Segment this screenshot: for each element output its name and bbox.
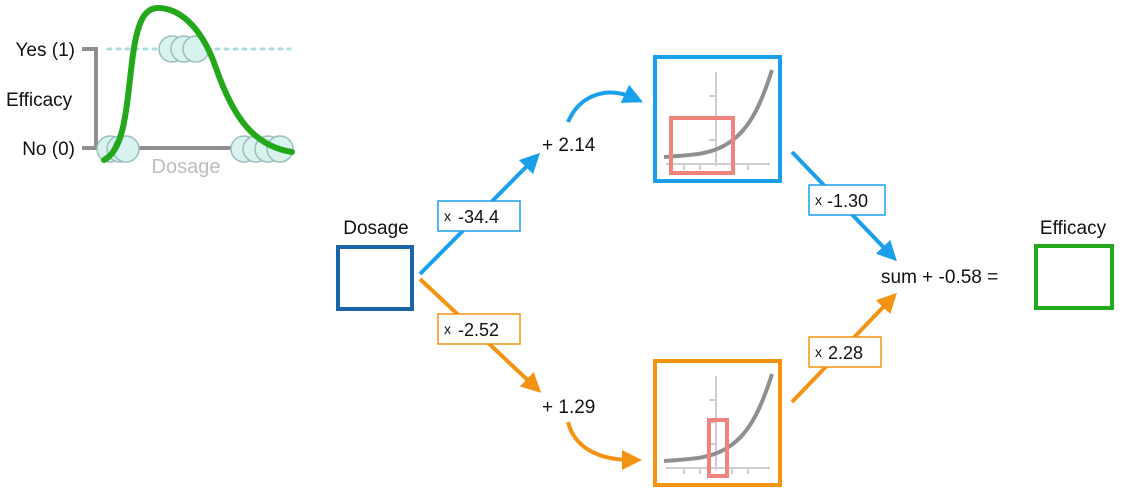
bottom-activation-node	[653, 359, 782, 487]
inset-x-axis-label: Dosage	[152, 156, 221, 178]
inset-y-top-label: Yes (1)	[16, 40, 76, 61]
times-sign: x	[444, 208, 451, 224]
top-weight-value: -34.4	[458, 207, 499, 227]
bottom-out-weight-badge: x 2.28	[808, 336, 882, 368]
top-path: x -34.4 + 2.14 x	[418, 55, 897, 276]
top-out-weight-badge: x -1.30	[808, 184, 886, 216]
inset-fitted-curve	[101, 4, 295, 163]
input-node: Dosage	[336, 218, 414, 311]
inset-no-dots-left	[96, 135, 140, 163]
sum-label: sum + -0.58 =	[881, 267, 998, 288]
top-weight-badge: x -34.4	[437, 200, 521, 232]
bottom-bias-label: + 1.29	[542, 397, 595, 418]
bottom-weight-badge: x -2.52	[437, 313, 521, 345]
times-sign: x	[444, 321, 451, 337]
input-box	[336, 245, 414, 311]
inset-y-axis-label: Efficacy	[6, 90, 73, 111]
input-label: Dosage	[343, 218, 409, 239]
output-section: sum + -0.58 = Efficacy	[881, 218, 1114, 310]
top-activation-range-box	[669, 116, 735, 175]
bottom-activation-range-box	[707, 418, 729, 478]
bottom-path: x -2.52 + 1.29 x	[418, 277, 897, 487]
output-label: Efficacy	[1040, 218, 1107, 239]
output-box	[1034, 244, 1114, 310]
bottom-out-weight-value: 2.28	[828, 343, 863, 363]
inset-plot: Yes (1) Efficacy No (0) Dosage	[6, 4, 295, 178]
top-activation-node	[653, 55, 782, 183]
inset-y-bottom-label: No (0)	[22, 139, 75, 160]
top-bias-arrow	[566, 84, 644, 123]
times-sign: x	[815, 344, 822, 360]
bottom-activation-curve	[663, 373, 774, 463]
times-sign: x	[815, 192, 822, 208]
bottom-activation-box	[653, 359, 782, 487]
top-out-weight-value: -1.30	[827, 191, 868, 211]
top-bias-label: + 2.14	[542, 135, 596, 156]
inset-yes-dots	[158, 35, 210, 63]
bottom-weight-value: -2.52	[458, 320, 499, 340]
top-activation-curve	[663, 69, 774, 159]
bottom-bias-arrow	[566, 421, 642, 470]
